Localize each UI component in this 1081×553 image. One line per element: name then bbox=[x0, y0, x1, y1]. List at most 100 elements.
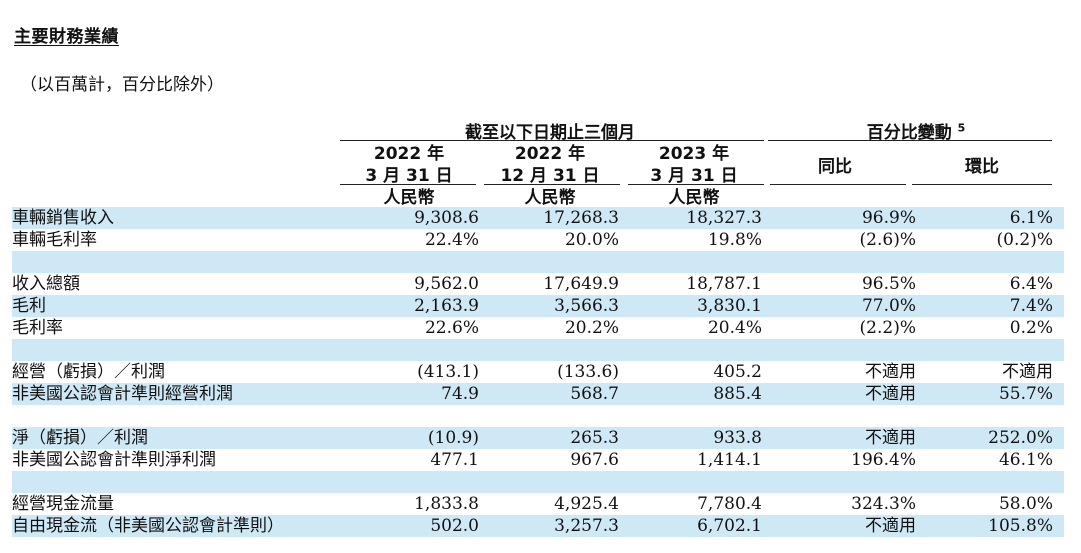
value-qoq: 55.7% bbox=[998, 384, 1053, 404]
col-header-2022-12-31: 2022 年 12 月 31 日 人民幣 bbox=[480, 143, 620, 209]
value-2022-12-31: 3,257.3 bbox=[554, 516, 619, 536]
col-header-2023-03-31: 2023 年 3 月 31 日 人民幣 bbox=[624, 143, 764, 209]
row-label: 經營（虧損）／利潤 bbox=[12, 362, 165, 382]
row-label: 收入總額 bbox=[12, 274, 80, 294]
value-yoy: 不適用 bbox=[865, 384, 916, 404]
table-row: 毛利率 22.6% 20.2% 20.4% (2.2)% 0.2% bbox=[12, 317, 1064, 339]
value-2022-03-31: (10.9) bbox=[427, 428, 479, 448]
unit-note: （以百萬計，百分比除外） bbox=[20, 75, 224, 95]
row-label: 非美國公認會計準則經營利潤 bbox=[12, 384, 233, 404]
value-yoy: (2.2)% bbox=[859, 318, 916, 338]
value-2022-12-31: 20.2% bbox=[564, 318, 619, 338]
col2-header-rule bbox=[484, 184, 620, 185]
table-row bbox=[12, 405, 1064, 427]
change-group-label: 百分比變動 bbox=[866, 123, 952, 143]
table-row: 車輛銷售收入 9,308.6 17,268.3 18,327.3 96.9% 6.1% bbox=[12, 207, 1064, 229]
table-row: 經營現金流量 1,833.8 4,925.4 7,780.4 324.3% 58.0% bbox=[12, 493, 1064, 515]
value-2022-03-31: 22.4% bbox=[424, 230, 479, 250]
col-header-yoy: 同比 bbox=[818, 157, 852, 177]
col3-currency: 人民幣 bbox=[668, 188, 720, 208]
value-yoy: 324.3% bbox=[851, 494, 916, 514]
row-label: 車輛毛利率 bbox=[12, 230, 97, 250]
financial-table-body: 車輛銷售收入 9,308.6 17,268.3 18,327.3 96.9% 6.1% 車輛… bbox=[12, 207, 1064, 537]
col2-currency: 人民幣 bbox=[524, 188, 576, 208]
period-group-rule bbox=[340, 140, 764, 141]
value-yoy: 96.9% bbox=[861, 208, 916, 228]
value-2022-03-31: 9,562.0 bbox=[414, 274, 479, 294]
value-2022-12-31: 568.7 bbox=[570, 384, 619, 404]
col1-year: 2022 年 bbox=[373, 144, 445, 164]
value-qoq: 6.4% bbox=[1009, 274, 1053, 294]
table-row: 非美國公認會計準則淨利潤 477.1 967.6 1,414.1 196.4% 46.1% bbox=[12, 449, 1064, 471]
row-label: 經營現金流量 bbox=[12, 494, 114, 514]
value-2022-03-31: 2,163.9 bbox=[414, 296, 479, 316]
value-2023-03-31: 18,787.1 bbox=[686, 274, 762, 294]
table-row: 非美國公認會計準則經營利潤 74.9 568.7 885.4 不適用 55.7% bbox=[12, 383, 1064, 405]
table-row bbox=[12, 339, 1064, 361]
table-row: 車輛毛利率 22.4% 20.0% 19.8% (2.6)% (0.2)% bbox=[12, 229, 1064, 251]
table-row: 自由現金流（非美國公認會計準則） 502.0 3,257.3 6,702.1 不適用 10… bbox=[12, 515, 1064, 537]
row-label: 自由現金流（非美國公認會計準則） bbox=[12, 516, 284, 536]
value-2022-03-31: 22.6% bbox=[424, 318, 479, 338]
value-yoy: 不適用 bbox=[865, 428, 916, 448]
table-row: 毛利 2,163.9 3,566.3 3,830.1 77.0% 7.4% bbox=[12, 295, 1064, 317]
table-row: 淨（虧損）／利潤 (10.9) 265.3 933.8 不適用 252.0% bbox=[12, 427, 1064, 449]
change-footnote-marker: 5 bbox=[957, 121, 966, 135]
value-2022-12-31: 17,268.3 bbox=[543, 208, 619, 228]
value-yoy: 不適用 bbox=[865, 362, 916, 382]
value-yoy: (2.6)% bbox=[859, 230, 916, 250]
value-2022-03-31: 74.9 bbox=[441, 384, 479, 404]
value-2023-03-31: 7,780.4 bbox=[697, 494, 762, 514]
value-qoq: 252.0% bbox=[988, 428, 1053, 448]
value-yoy: 不適用 bbox=[865, 516, 916, 536]
page-title: 主要財務業績 bbox=[14, 27, 119, 47]
value-2022-12-31: 20.0% bbox=[564, 230, 619, 250]
yoy-header-rule bbox=[770, 184, 906, 185]
value-2023-03-31: 6,702.1 bbox=[697, 516, 762, 536]
value-yoy: 196.4% bbox=[851, 450, 916, 470]
value-qoq: 不適用 bbox=[1002, 362, 1053, 382]
table-row: 收入總額 9,562.0 17,649.9 18,787.1 96.5% 6.4% bbox=[12, 273, 1064, 295]
col1-date: 3 月 31 日 bbox=[365, 166, 453, 186]
value-qoq: 7.4% bbox=[1009, 296, 1053, 316]
col1-currency: 人民幣 bbox=[383, 188, 435, 208]
table-row bbox=[12, 251, 1064, 273]
value-2023-03-31: 885.4 bbox=[713, 384, 762, 404]
value-2023-03-31: 1,414.1 bbox=[697, 450, 762, 470]
row-label: 毛利率 bbox=[12, 318, 63, 338]
row-label: 毛利 bbox=[12, 296, 46, 316]
col-header-qoq: 環比 bbox=[965, 157, 999, 177]
value-2022-12-31: 17,649.9 bbox=[543, 274, 619, 294]
value-qoq: 6.1% bbox=[1009, 208, 1053, 228]
value-2022-12-31: 4,925.4 bbox=[554, 494, 619, 514]
col1-header-rule bbox=[340, 184, 476, 185]
value-2022-03-31: (413.1) bbox=[417, 362, 479, 382]
value-qoq: 105.8% bbox=[988, 516, 1053, 536]
value-qoq: 46.1% bbox=[998, 450, 1053, 470]
value-2022-12-31: 265.3 bbox=[570, 428, 619, 448]
value-yoy: 77.0% bbox=[861, 296, 916, 316]
value-qoq: 0.2% bbox=[1009, 318, 1053, 338]
table-row bbox=[12, 471, 1064, 493]
value-2023-03-31: 19.8% bbox=[707, 230, 762, 250]
col3-header-rule bbox=[628, 184, 764, 185]
qoq-header-rule bbox=[912, 184, 1052, 185]
value-2022-12-31: (133.6) bbox=[557, 362, 619, 382]
value-2022-12-31: 3,566.3 bbox=[554, 296, 619, 316]
col2-year: 2022 年 bbox=[514, 144, 586, 164]
change-group-rule bbox=[768, 140, 1052, 141]
table-row: 經營（虧損）／利潤 (413.1) (133.6) 405.2 不適用 不適用 bbox=[12, 361, 1064, 383]
value-2023-03-31: 3,830.1 bbox=[697, 296, 762, 316]
value-2022-03-31: 1,833.8 bbox=[414, 494, 479, 514]
row-label: 淨（虧損）／利潤 bbox=[12, 428, 148, 448]
value-yoy: 96.5% bbox=[861, 274, 916, 294]
value-2023-03-31: 405.2 bbox=[713, 362, 762, 382]
value-2023-03-31: 20.4% bbox=[707, 318, 762, 338]
period-group-header: 截至以下日期止三個月 bbox=[465, 123, 635, 143]
value-2022-03-31: 502.0 bbox=[430, 516, 479, 536]
col3-date: 3 月 31 日 bbox=[650, 166, 738, 186]
value-qoq: 58.0% bbox=[998, 494, 1053, 514]
value-2022-12-31: 967.6 bbox=[570, 450, 619, 470]
value-2023-03-31: 933.8 bbox=[713, 428, 762, 448]
value-2023-03-31: 18,327.3 bbox=[686, 208, 762, 228]
